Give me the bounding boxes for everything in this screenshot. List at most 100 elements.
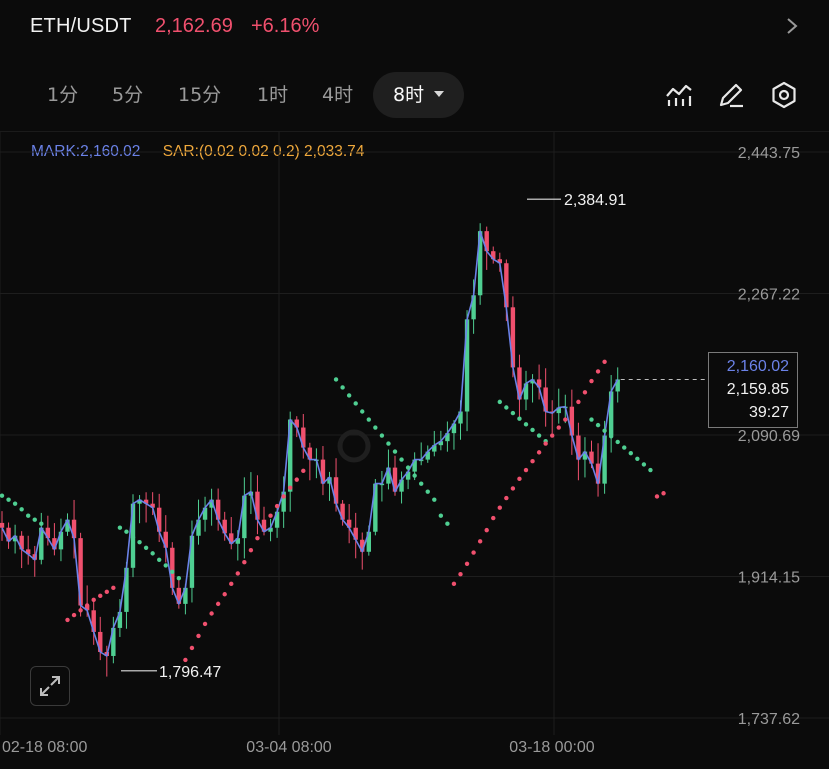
sar-dot xyxy=(510,410,516,416)
sar-dot xyxy=(556,425,561,430)
expand-icon[interactable] xyxy=(30,666,70,706)
sar-dot xyxy=(497,399,502,405)
candle-body xyxy=(196,519,201,536)
candle-body xyxy=(104,651,109,656)
sar-dot xyxy=(576,399,581,405)
settings-hexagon-icon[interactable] xyxy=(769,80,799,110)
candle-body xyxy=(589,451,594,464)
candle-body xyxy=(268,527,273,532)
sar-dot xyxy=(654,494,660,499)
candle-body xyxy=(419,459,424,462)
candle-body xyxy=(176,587,182,604)
candle-body xyxy=(445,433,450,442)
price-change: +6.16% xyxy=(251,15,320,37)
sar-dot xyxy=(176,576,182,581)
sar-dot xyxy=(360,409,365,414)
sar-dot xyxy=(288,485,293,490)
sar-dot xyxy=(0,493,5,498)
sar-dot xyxy=(563,417,568,422)
sar-dot xyxy=(124,529,129,534)
candle-body xyxy=(569,406,575,436)
pair-name[interactable]: ETH/USDT xyxy=(30,15,132,37)
candle-body xyxy=(91,610,96,632)
sar-dot xyxy=(196,633,201,639)
sar-dot xyxy=(399,457,404,462)
sar-dot xyxy=(477,539,483,544)
tab-4h[interactable]: 4时 xyxy=(322,84,354,106)
tab-5m[interactable]: 5分 xyxy=(112,84,144,106)
sar-dot xyxy=(445,521,450,526)
caret-down-icon xyxy=(434,90,445,97)
candle-body xyxy=(71,519,77,539)
x-tick-label: 03-04 08:00 xyxy=(246,739,332,756)
candle-body xyxy=(340,503,345,520)
indicator-chart-icon[interactable] xyxy=(664,80,694,110)
candle-body xyxy=(0,522,5,528)
candle-body xyxy=(510,307,516,368)
high-price-label: 2,384.91 xyxy=(564,192,626,209)
sar-dot xyxy=(78,608,83,613)
tab-1h[interactable]: 1时 xyxy=(257,84,289,106)
sar-dot xyxy=(6,497,11,502)
sar-legend: SAR:(0.02 0.02 0.2) 2,033.74 xyxy=(162,143,365,160)
sar-dot xyxy=(530,458,535,464)
sar-dot xyxy=(608,434,614,439)
sar-dot xyxy=(117,525,123,530)
candle-body xyxy=(425,451,430,460)
candle-body xyxy=(608,391,614,436)
tab-1m[interactable]: 1分 xyxy=(47,84,79,106)
sar-dot xyxy=(281,494,286,499)
mark-legend: MARK:2,160.02 xyxy=(31,143,141,160)
sar-dot xyxy=(484,527,489,533)
sar-dot xyxy=(615,439,620,445)
candle-body xyxy=(294,419,299,428)
candle-body xyxy=(32,554,37,560)
sar-dot xyxy=(12,501,18,506)
divider xyxy=(0,131,829,132)
sar-dot xyxy=(628,450,633,456)
candle-body xyxy=(209,499,214,508)
candle-body xyxy=(320,459,326,484)
candle-body xyxy=(353,527,358,540)
candle-body xyxy=(392,467,398,492)
candle-body xyxy=(504,263,509,308)
sar-dot xyxy=(150,551,155,556)
sar-dot xyxy=(104,589,110,595)
candle-body xyxy=(556,407,561,414)
sar-dot xyxy=(523,467,529,473)
sar-dot xyxy=(497,505,502,510)
candle-body xyxy=(274,511,280,528)
y-tick-label: 1,737.62 xyxy=(738,711,800,728)
watermark-logo xyxy=(337,429,371,463)
header: ETH/USDT 2,162.69 +6.16% xyxy=(0,0,829,56)
candle-body xyxy=(26,549,31,555)
tab-8h[interactable]: 8时 xyxy=(373,72,465,118)
candle-body xyxy=(536,379,542,388)
candle-body xyxy=(360,539,365,552)
sar-dot xyxy=(464,561,470,566)
y-tick-label: 2,443.75 xyxy=(738,145,800,162)
sar-dot xyxy=(242,559,247,565)
candle-body xyxy=(143,499,149,504)
sar-dot xyxy=(333,377,339,382)
price-box-mark: 2,160.02 xyxy=(726,358,789,375)
candle-body xyxy=(170,547,175,588)
sar-dot xyxy=(137,539,142,545)
candle-body xyxy=(137,499,142,504)
candle-body xyxy=(124,567,129,612)
candle-body xyxy=(615,379,620,392)
candle-body xyxy=(19,535,24,550)
sar-dot xyxy=(543,441,548,446)
candle-body xyxy=(438,441,444,446)
chevron-right-icon[interactable] xyxy=(782,12,802,40)
candle-body xyxy=(530,379,535,384)
pencil-icon[interactable] xyxy=(716,80,746,110)
sar-dot xyxy=(301,468,306,474)
sar-dot xyxy=(379,433,385,438)
candle-body xyxy=(563,406,568,409)
candle-body xyxy=(248,491,254,496)
candle-body xyxy=(379,483,385,486)
sar-dot xyxy=(425,489,430,494)
tab-15m[interactable]: 15分 xyxy=(178,84,222,106)
sar-dot xyxy=(451,581,457,587)
